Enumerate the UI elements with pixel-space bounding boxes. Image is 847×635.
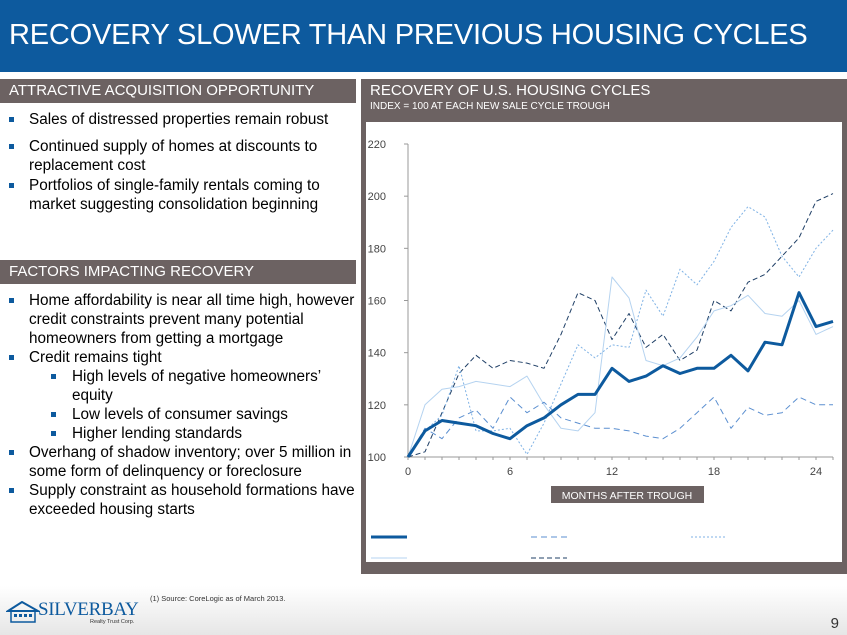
series-line-2000-cycle	[407, 396, 833, 458]
list-item: Supply constraint as household formation…	[0, 481, 356, 519]
x-axis-label-box	[551, 486, 704, 503]
list-item: Credit remains tight	[0, 348, 356, 367]
x-tick-label: 12	[606, 466, 618, 478]
logo-wordmark: SILVERBAY	[38, 599, 139, 620]
x-tick-label: 6	[507, 466, 513, 478]
y-tick-label: 220	[368, 139, 386, 151]
legend-label: CURRENT CYCLE	[411, 532, 504, 544]
list-item: Continued supply of homes at discounts t…	[0, 137, 356, 175]
x-tick-label: 18	[708, 466, 720, 478]
chart-panel: RECOVERY OF U.S. HOUSING CYCLES INDEX = …	[361, 79, 847, 574]
x-axis-label: MONTHS AFTER TROUGH	[562, 490, 692, 502]
list-item: Portfolios of single-family rentals comi…	[0, 176, 356, 214]
sub-list-item: Higher lending standards	[0, 424, 356, 443]
y-tick-label: 140	[368, 348, 386, 360]
y-tick-label: 120	[368, 400, 386, 412]
factors-bullet-list: Home affordability is near all time high…	[0, 291, 356, 519]
series-line-1981-cycle	[407, 276, 834, 458]
legend-label: 1981 CYCLE	[411, 553, 475, 565]
sub-list-item: Low levels of consumer savings	[0, 405, 356, 424]
list-item: Home affordability is near all time high…	[0, 291, 356, 348]
series-line-current-cycle	[406, 291, 834, 458]
legend-label: 1974 CYCLE	[571, 553, 635, 565]
house-logo-icon	[6, 601, 40, 623]
chart-subtitle: INDEX = 100 AT EACH NEW SALE CYCLE TROUG…	[370, 101, 610, 112]
list-item: Overhang of shadow inventory; over 5 mil…	[0, 443, 356, 481]
series-line-1974-cycle	[407, 193, 834, 458]
factors-heading: FACTORS IMPACTING RECOVERY	[0, 260, 356, 284]
line-chart: 100 120 140 160 180 200 220 0 6 12 18 24 MONTHS AFTE…	[368, 139, 834, 565]
x-tick-label: 0	[405, 466, 411, 478]
acquisition-heading: ATTRACTIVE ACQUISITION OPPORTUNITY	[0, 79, 356, 103]
list-item: Sales of distressed properties remain ro…	[0, 110, 356, 129]
sub-list-item: High levels of negative homeowners’ equi…	[0, 367, 356, 405]
page-number: 9	[830, 615, 839, 632]
y-tick-label: 160	[368, 296, 386, 308]
y-tick-label: 100	[368, 452, 386, 464]
series-line-1991-cycle	[407, 206, 834, 458]
title-bar: RECOVERY SLOWER THAN PREVIOUS HOUSING CY…	[0, 0, 847, 72]
legend-label: 2000 CYCLE	[571, 532, 635, 544]
logo-tagline: Realty Trust Corp.	[90, 619, 135, 625]
x-tick-label: 24	[810, 466, 822, 478]
slide-title: RECOVERY SLOWER THAN PREVIOUS HOUSING CY…	[9, 19, 808, 51]
chart-title: RECOVERY OF U.S. HOUSING CYCLES	[370, 82, 651, 99]
y-tick-label: 180	[368, 243, 386, 255]
legend-label: 1991 CYCLE	[731, 532, 795, 544]
acquisition-bullet-list: Sales of distressed properties remain ro…	[0, 110, 356, 222]
source-footnote: (1) Source: CoreLogic as of March 2013.	[150, 594, 286, 603]
y-tick-label: 200	[368, 191, 386, 203]
company-logo: SILVERBAY Realty Trust Corp.	[6, 599, 146, 629]
